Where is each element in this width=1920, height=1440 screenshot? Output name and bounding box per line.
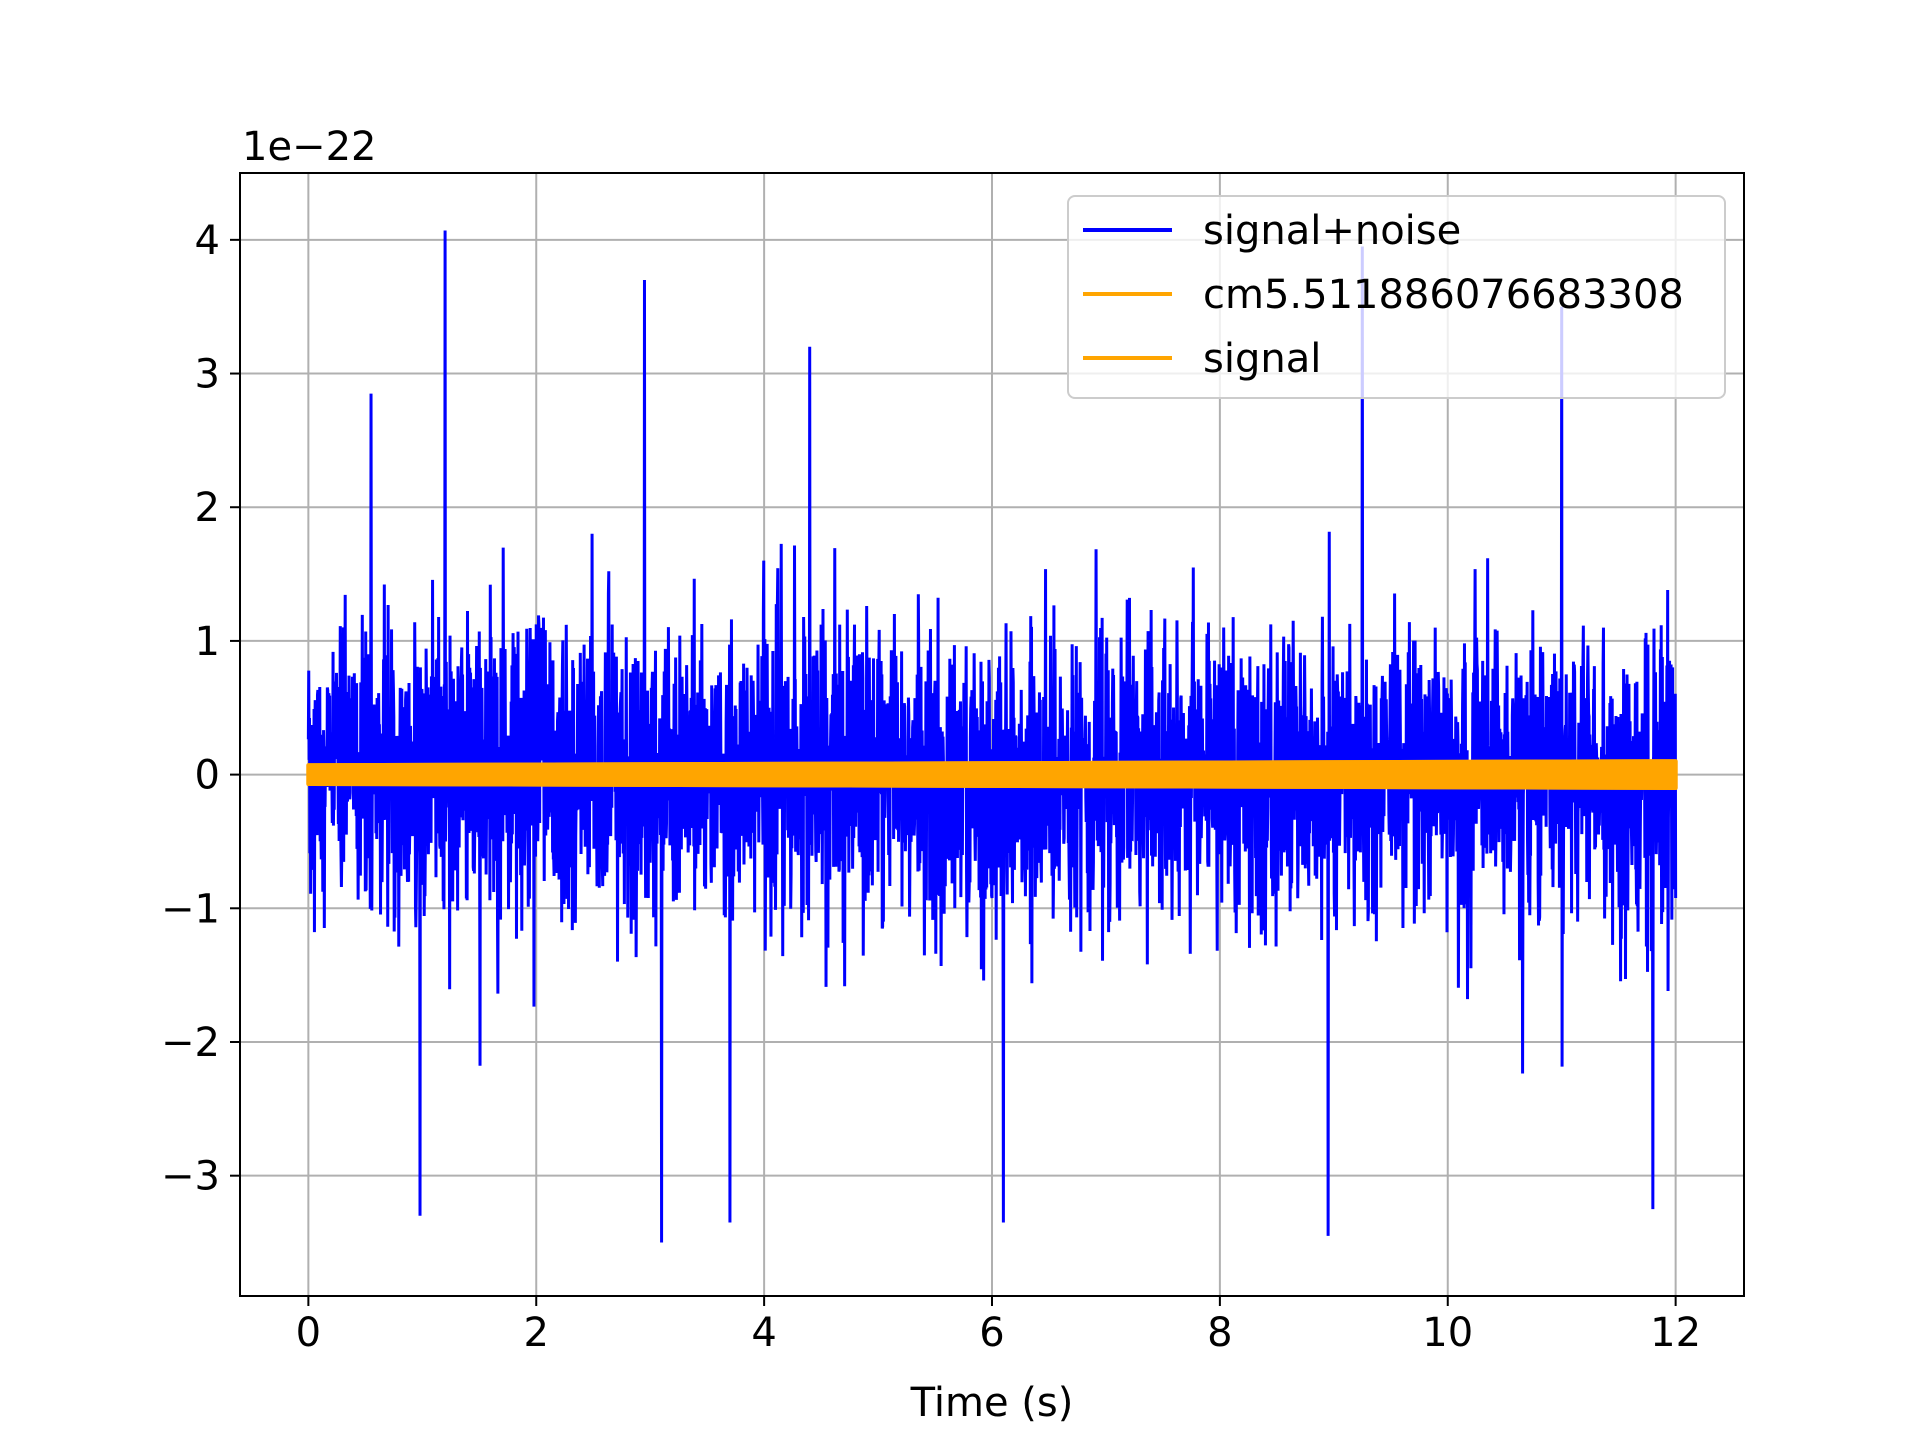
legend-box (1067, 195, 1726, 399)
y-tick-label: −3 (161, 1154, 220, 1200)
y-tick-label: 4 (195, 218, 220, 264)
y-tick-label: 3 (195, 352, 220, 398)
y-tick-label: −2 (161, 1020, 220, 1066)
legend-label-signal: signal (1203, 336, 1321, 382)
x-tick-label: 6 (979, 1310, 1004, 1356)
y-tick-label: −1 (161, 886, 220, 932)
series-line-signal-noise (306, 230, 1678, 1243)
x-tick-label: 10 (1422, 1310, 1473, 1356)
x-tick-label: 2 (524, 1310, 549, 1356)
y-tick-label: 2 (195, 485, 220, 531)
x-tick-label: 0 (296, 1310, 321, 1356)
y-offset-text: 1e−22 (242, 124, 376, 170)
legend-label-cm: cm5.511886076683308 (1203, 272, 1684, 318)
series-layer (306, 230, 1678, 1243)
x-tick-label: 12 (1650, 1310, 1701, 1356)
series-line-signal (306, 759, 1678, 790)
x-tick-label: 4 (751, 1310, 776, 1356)
y-tick-label: 0 (195, 753, 220, 799)
legend: signal+noise cm5.511886076683308 signal (1067, 195, 1726, 399)
legend-label-signal-noise: signal+noise (1203, 208, 1461, 254)
x-axis-label: Time (s) (910, 1380, 1074, 1426)
x-tick-label: 8 (1207, 1310, 1232, 1356)
y-tick-label: 1 (195, 619, 220, 665)
